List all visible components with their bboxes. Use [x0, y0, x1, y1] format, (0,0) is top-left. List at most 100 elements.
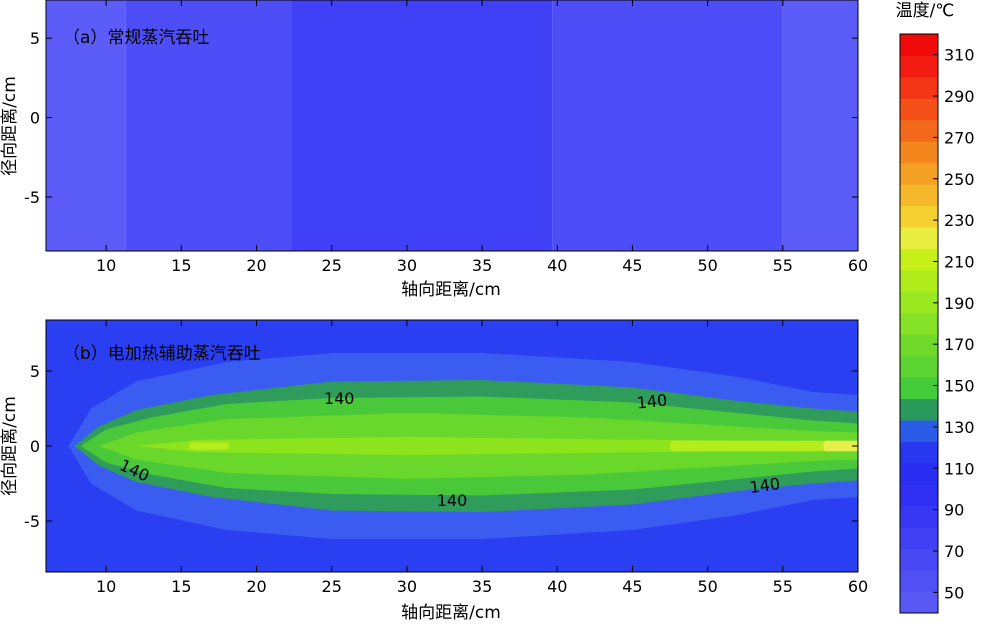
colorbar-cell: [900, 377, 938, 400]
panel-b-field: [46, 320, 858, 572]
colorbar-cell: [900, 76, 938, 99]
colorbar-tick-label: 210: [944, 252, 975, 271]
panel-a-x-tick-label: 15: [171, 256, 191, 275]
colorbar-cell: [900, 548, 938, 571]
panel-a-x-tick-label: 40: [547, 256, 567, 275]
panel-a-x-tick-label: 35: [472, 256, 492, 275]
colorbar-tick-label: 310: [944, 46, 975, 65]
temperature-region: [782, 0, 858, 251]
contour-label: 140: [324, 389, 355, 408]
colorbar-cell: [900, 34, 938, 56]
panel-a-frame: [45, 0, 859, 252]
colorbar-tick-label: 190: [944, 294, 975, 313]
panel-a-x-tick-label: 30: [397, 256, 417, 275]
panel-b-x-tick-label: 50: [697, 577, 717, 596]
hotspot: [188, 442, 229, 450]
panel-a-x-tick-label: 55: [773, 256, 793, 275]
panel-a-x-axis-label: 轴向距离/cm: [401, 280, 501, 300]
colorbar-tick-label: 70: [944, 542, 964, 561]
colorbar-cell: [900, 269, 938, 292]
colorbar-cell: [900, 98, 938, 121]
colorbar-cell: [900, 248, 938, 271]
hotspot: [823, 440, 858, 452]
colorbar-frame: [899, 33, 939, 614]
temperature-region: [125, 0, 292, 251]
colorbar-cell: [900, 398, 938, 421]
colorbar-cell: [900, 119, 938, 142]
colorbar-tick-label: 50: [944, 583, 964, 602]
panel-a-x-tick-label: 60: [848, 256, 868, 275]
colorbar-ticks: 50 70 90 110 130 150 170 190 210 230 250 270 290 310: [899, 33, 975, 614]
colorbar-cell: [900, 184, 938, 207]
panel-a-title: （a）常规蒸汽吞吐: [63, 28, 209, 48]
colorbar-cell: [900, 570, 938, 593]
panel-a-y-tick-label: 5: [30, 29, 40, 48]
colorbar-tick-label: 110: [944, 459, 975, 478]
panel-b-x-tick-label: 45: [622, 577, 642, 596]
panel-a-x-tick-label: 20: [246, 256, 266, 275]
panel-b-x-tick-label: 40: [547, 577, 567, 596]
colorbar-cell: [900, 291, 938, 314]
panel-a-x-tick-label: 45: [622, 256, 642, 275]
colorbar-cell: [900, 441, 938, 464]
colorbar-cell: [900, 420, 938, 442]
panel-b-x-tick-label: 20: [246, 577, 266, 596]
temperature-region: [46, 0, 126, 251]
panel-a-x-tick-label: 25: [322, 256, 342, 275]
panel-b-plot-area: [46, 320, 858, 572]
contour-label: 140: [636, 390, 668, 412]
colorbar-title: 温度/℃: [896, 1, 955, 21]
panel-b-x-tick-label: 35: [472, 577, 492, 596]
colorbar-cell: [900, 462, 938, 485]
panel-a-x-tick-label: 50: [697, 256, 717, 275]
panel-a-y-tick-label: 0: [30, 109, 40, 128]
contour-label: 140: [748, 474, 781, 497]
colorbar-cell: [900, 55, 938, 78]
colorbar-cells: [900, 34, 938, 614]
colorbar-cell: [900, 505, 938, 528]
panel-a-plot-area: [46, 0, 858, 251]
colorbar-tick-label: 250: [944, 170, 975, 189]
panel-b-y-tick-label: -5: [24, 512, 40, 531]
colorbar-cell: [900, 205, 938, 228]
panel-b-y-tick-label: 0: [30, 437, 40, 456]
colorbar-tick-label: 230: [944, 211, 975, 230]
panel-b-x-tick-label: 60: [848, 577, 868, 596]
temperature-region: [552, 0, 783, 251]
colorbar-tick-label: 290: [944, 87, 975, 106]
colorbar-tick-label: 170: [944, 335, 975, 354]
hotspot: [670, 440, 858, 452]
contour-label: 140: [437, 491, 468, 510]
colorbar-cell: [900, 141, 938, 164]
panel-b-x-tick-label: 15: [171, 577, 191, 596]
colorbar-cell: [900, 334, 938, 357]
panel-b-title: （b）电加热辅助蒸汽吞吐: [63, 344, 261, 364]
panel-a-x-tick-label: 10: [96, 256, 116, 275]
colorbar-cell: [900, 227, 938, 249]
colorbar-tick-label: 150: [944, 377, 975, 396]
panel-b-x-tick-label: 25: [322, 577, 342, 596]
panel-b-x-tick-label: 30: [397, 577, 417, 596]
panel-b-y-axis-label: 径向距离/cm: [0, 396, 20, 496]
panel-a-y-tick-label: -5: [24, 188, 40, 207]
colorbar-cell: [900, 484, 938, 507]
colorbar-cell: [900, 162, 938, 185]
panel-a-y-axis-label: 径向距离/cm: [0, 76, 20, 176]
panel-b-x-tick-label: 10: [96, 577, 116, 596]
colorbar-cell: [900, 527, 938, 550]
panel-b-x-axis-label: 轴向距离/cm: [401, 603, 501, 623]
colorbar-tick-label: 270: [944, 128, 975, 147]
colorbar-cell: [900, 591, 938, 614]
colorbar-tick-label: 90: [944, 501, 964, 520]
temperature-region: [291, 0, 553, 251]
colorbar-cell: [900, 355, 938, 378]
colorbar-cell: [900, 312, 938, 335]
colorbar: 温度/℃ 50 70 90 110 130 150 170 190 210 230 250 270 29…: [896, 1, 975, 614]
colorbar-tick-label: 130: [944, 418, 975, 437]
